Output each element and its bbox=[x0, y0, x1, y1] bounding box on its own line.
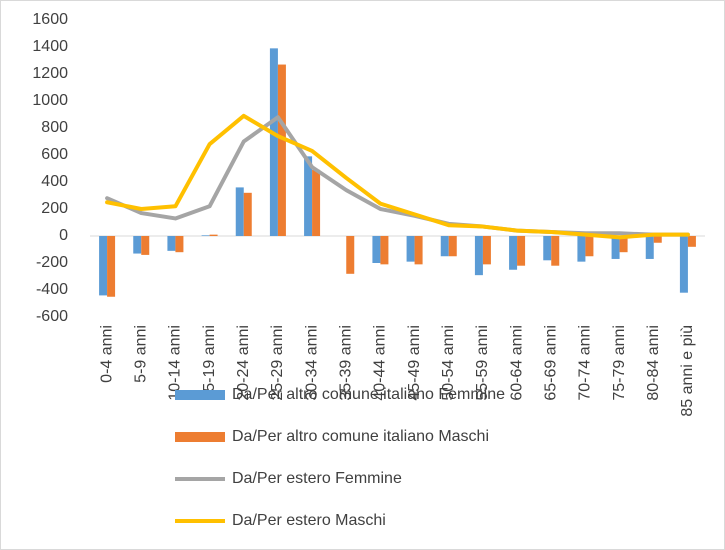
y-tick-label: -200 bbox=[36, 254, 68, 271]
bar bbox=[645, 236, 654, 259]
y-tick-label: 600 bbox=[41, 146, 68, 163]
bar bbox=[372, 236, 381, 263]
x-tick-label: 60-64 anni bbox=[508, 325, 525, 401]
bar bbox=[277, 64, 286, 236]
bar bbox=[611, 236, 620, 259]
bar bbox=[679, 236, 688, 293]
x-tick-label: 65-69 anni bbox=[542, 325, 559, 401]
x-tick-label: 45-49 anni bbox=[406, 325, 423, 401]
x-tick-label: 30-34 anni bbox=[303, 325, 320, 401]
legend-label: Da/Per estero Femmine bbox=[232, 470, 402, 487]
x-tick-label: 80-84 anni bbox=[645, 325, 662, 401]
bar bbox=[380, 236, 389, 265]
bar bbox=[551, 236, 560, 266]
bar bbox=[509, 236, 518, 270]
bar bbox=[687, 236, 696, 247]
x-tick-label: 35-39 anni bbox=[337, 325, 354, 401]
bar bbox=[585, 236, 594, 257]
bar bbox=[167, 236, 176, 251]
x-tick-label: 70-74 anni bbox=[577, 325, 594, 401]
legend-label: Da/Per estero Maschi bbox=[232, 512, 386, 529]
x-tick-label: 15-19 anni bbox=[201, 325, 218, 401]
bar bbox=[141, 236, 150, 255]
bar bbox=[543, 236, 552, 261]
y-tick-label: 800 bbox=[41, 119, 68, 136]
y-tick-label: 1600 bbox=[32, 11, 68, 28]
bar bbox=[133, 236, 142, 254]
bar bbox=[201, 235, 210, 236]
legend-label: Da/Per altro comune italiano Maschi bbox=[232, 428, 489, 445]
x-tick-label: 50-54 anni bbox=[440, 325, 457, 401]
bar bbox=[99, 236, 108, 296]
line-series bbox=[105, 113, 690, 240]
bar bbox=[312, 169, 321, 236]
bar bbox=[577, 236, 586, 262]
bar bbox=[304, 156, 313, 236]
bar bbox=[474, 236, 483, 276]
y-tick-label: 200 bbox=[41, 200, 68, 217]
y-tick-label: -400 bbox=[36, 281, 68, 298]
y-tick-label: 1000 bbox=[32, 92, 68, 109]
bar bbox=[406, 236, 415, 262]
bar bbox=[209, 234, 218, 236]
y-tick-label: 1200 bbox=[32, 65, 68, 82]
bar bbox=[619, 236, 628, 253]
legend-marker bbox=[175, 432, 225, 442]
bar bbox=[440, 236, 449, 257]
y-tick-label: 0 bbox=[59, 227, 68, 244]
x-tick-label: 40-44 anni bbox=[372, 325, 389, 401]
x-tick-label: 20-24 anni bbox=[235, 325, 252, 401]
bar bbox=[517, 236, 526, 266]
bar bbox=[175, 236, 184, 253]
bar bbox=[482, 236, 491, 265]
bar bbox=[235, 187, 244, 236]
x-tick-label: 55-59 anni bbox=[474, 325, 491, 401]
y-tick-label: 400 bbox=[41, 173, 68, 190]
legend-label: Da/Per altro comune italiano Femmine bbox=[232, 386, 505, 403]
bar bbox=[269, 48, 278, 236]
x-tick-label: 25-29 anni bbox=[269, 325, 286, 401]
y-tick-label: -600 bbox=[36, 308, 68, 325]
x-tick-label: 75-79 anni bbox=[611, 325, 628, 401]
bar bbox=[448, 236, 457, 257]
bar bbox=[346, 236, 355, 274]
x-tick-label: 10-14 anni bbox=[167, 325, 184, 401]
legend-marker bbox=[175, 390, 225, 400]
x-tick-label: 5-9 anni bbox=[132, 325, 149, 383]
y-tick-label: 1400 bbox=[32, 38, 68, 55]
bar bbox=[653, 236, 662, 243]
bar bbox=[107, 236, 116, 297]
bar bbox=[414, 236, 423, 265]
x-tick-label: 85 anni e più bbox=[679, 325, 696, 417]
x-tick-label: 0-4 anni bbox=[98, 325, 115, 383]
bar bbox=[243, 192, 252, 236]
